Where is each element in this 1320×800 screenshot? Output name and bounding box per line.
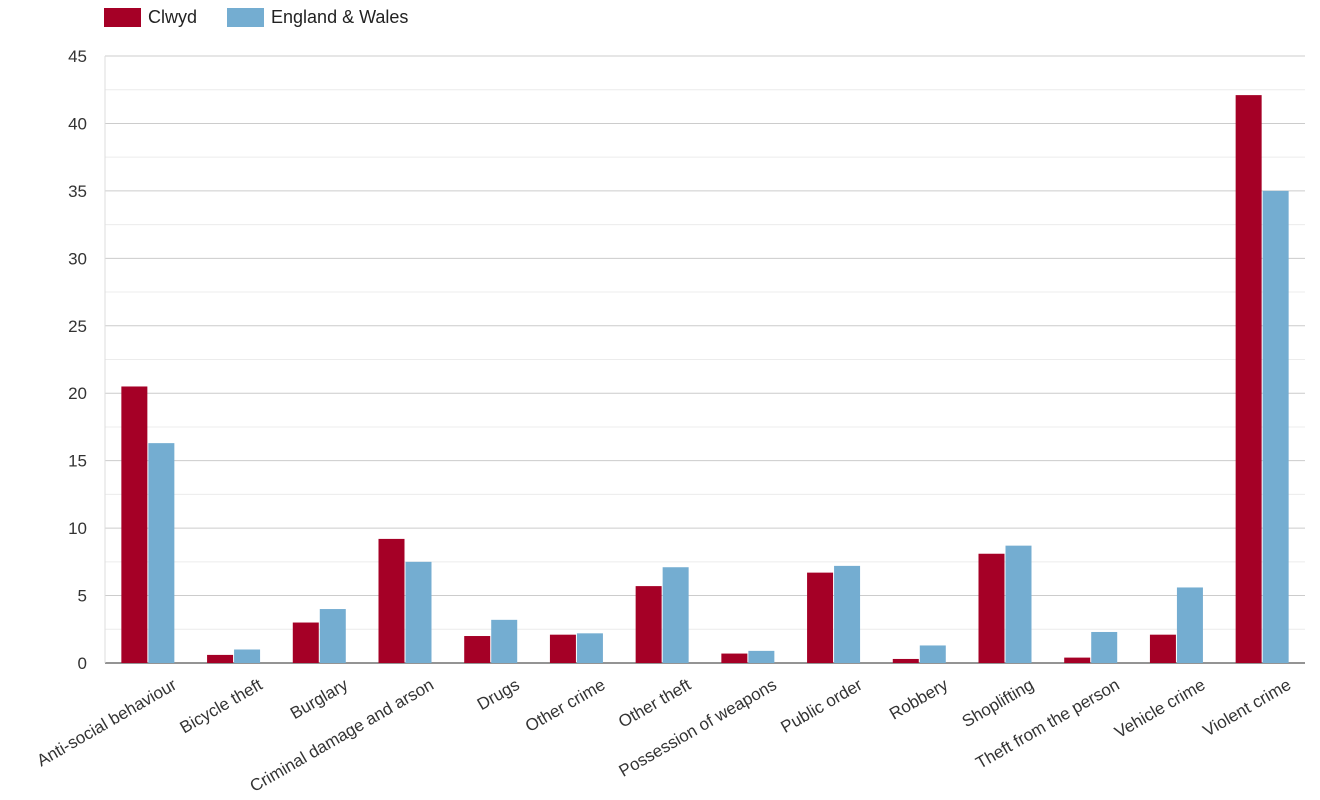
x-tick-label: Robbery: [886, 675, 952, 724]
y-tick-label: 40: [68, 114, 87, 133]
bar-clwyd-2[interactable]: [292, 622, 319, 663]
legend-item-clwyd[interactable]: Clwyd: [104, 7, 197, 28]
bar-clwyd-5[interactable]: [549, 634, 576, 663]
x-tick-label: Theft from the person: [972, 675, 1122, 773]
bar-clwyd-9[interactable]: [892, 658, 919, 663]
bar-clwyd-10[interactable]: [978, 553, 1005, 663]
x-tick-label: Public order: [778, 675, 866, 737]
x-tick-label: Burglary: [287, 675, 352, 723]
x-tick-label: Shoplifting: [959, 675, 1037, 731]
bar-england-wales-7[interactable]: [748, 650, 775, 663]
bar-england-wales-13[interactable]: [1262, 190, 1289, 663]
bar-england-wales-4[interactable]: [491, 619, 518, 663]
bar-england-wales-0[interactable]: [148, 443, 175, 663]
legend-swatch-england-wales: [227, 8, 265, 27]
bar-clwyd-1[interactable]: [207, 654, 234, 663]
bar-clwyd-0[interactable]: [121, 386, 148, 663]
x-tick-label: Vehicle crime: [1111, 675, 1208, 742]
bar-clwyd-4[interactable]: [464, 636, 491, 663]
x-tick-label: Anti-social behaviour: [34, 675, 180, 771]
legend-label-england-wales: England & Wales: [271, 7, 409, 27]
y-tick-label: 20: [68, 384, 87, 403]
x-tick-label: Possession of weapons: [616, 675, 780, 781]
bar-england-wales-9[interactable]: [919, 645, 946, 663]
y-tick-label: 45: [68, 47, 87, 66]
x-tick-label: Bicycle theft: [177, 675, 266, 737]
y-tick-label: 25: [68, 317, 87, 336]
bar-england-wales-5[interactable]: [576, 633, 603, 663]
grid-lines: [104, 55, 1305, 664]
bar-england-wales-10[interactable]: [1005, 545, 1032, 663]
x-tick-label: Drugs: [474, 675, 523, 714]
bar-clwyd-13[interactable]: [1235, 95, 1262, 663]
bar-clwyd-6[interactable]: [635, 586, 662, 663]
legend-label-clwyd: Clwyd: [148, 7, 198, 27]
bar-england-wales-8[interactable]: [834, 565, 861, 663]
bar-clwyd-3[interactable]: [378, 538, 405, 663]
y-tick-label: 0: [78, 654, 87, 673]
bar-england-wales-2[interactable]: [319, 609, 346, 663]
bars: [121, 95, 1289, 663]
y-tick-label: 15: [68, 452, 87, 471]
bar-england-wales-6[interactable]: [662, 567, 689, 663]
y-axis: 0 5 10 15 20 25 30 35 40 45: [68, 47, 87, 673]
y-tick-label: 30: [68, 249, 87, 268]
bar-clwyd-8[interactable]: [807, 572, 834, 663]
y-tick-label: 35: [68, 182, 87, 201]
x-tick-label: Other theft: [615, 675, 694, 732]
y-tick-label: 5: [78, 587, 87, 606]
legend-item-england-wales[interactable]: England & Wales: [227, 7, 408, 28]
bar-england-wales-11[interactable]: [1091, 631, 1118, 663]
bar-clwyd-7[interactable]: [721, 653, 748, 663]
x-tick-label: Violent crime: [1200, 675, 1294, 740]
bar-england-wales-12[interactable]: [1176, 587, 1203, 663]
bar-clwyd-12[interactable]: [1149, 634, 1176, 663]
x-tick-label: Other crime: [522, 675, 608, 736]
bar-england-wales-1[interactable]: [234, 649, 261, 663]
legend-swatch-clwyd: [104, 8, 141, 27]
bar-clwyd-11[interactable]: [1064, 657, 1091, 663]
y-tick-label: 10: [68, 519, 87, 538]
bar-england-wales-3[interactable]: [405, 561, 432, 663]
chart-legend: Clwyd England & Wales: [104, 7, 438, 28]
